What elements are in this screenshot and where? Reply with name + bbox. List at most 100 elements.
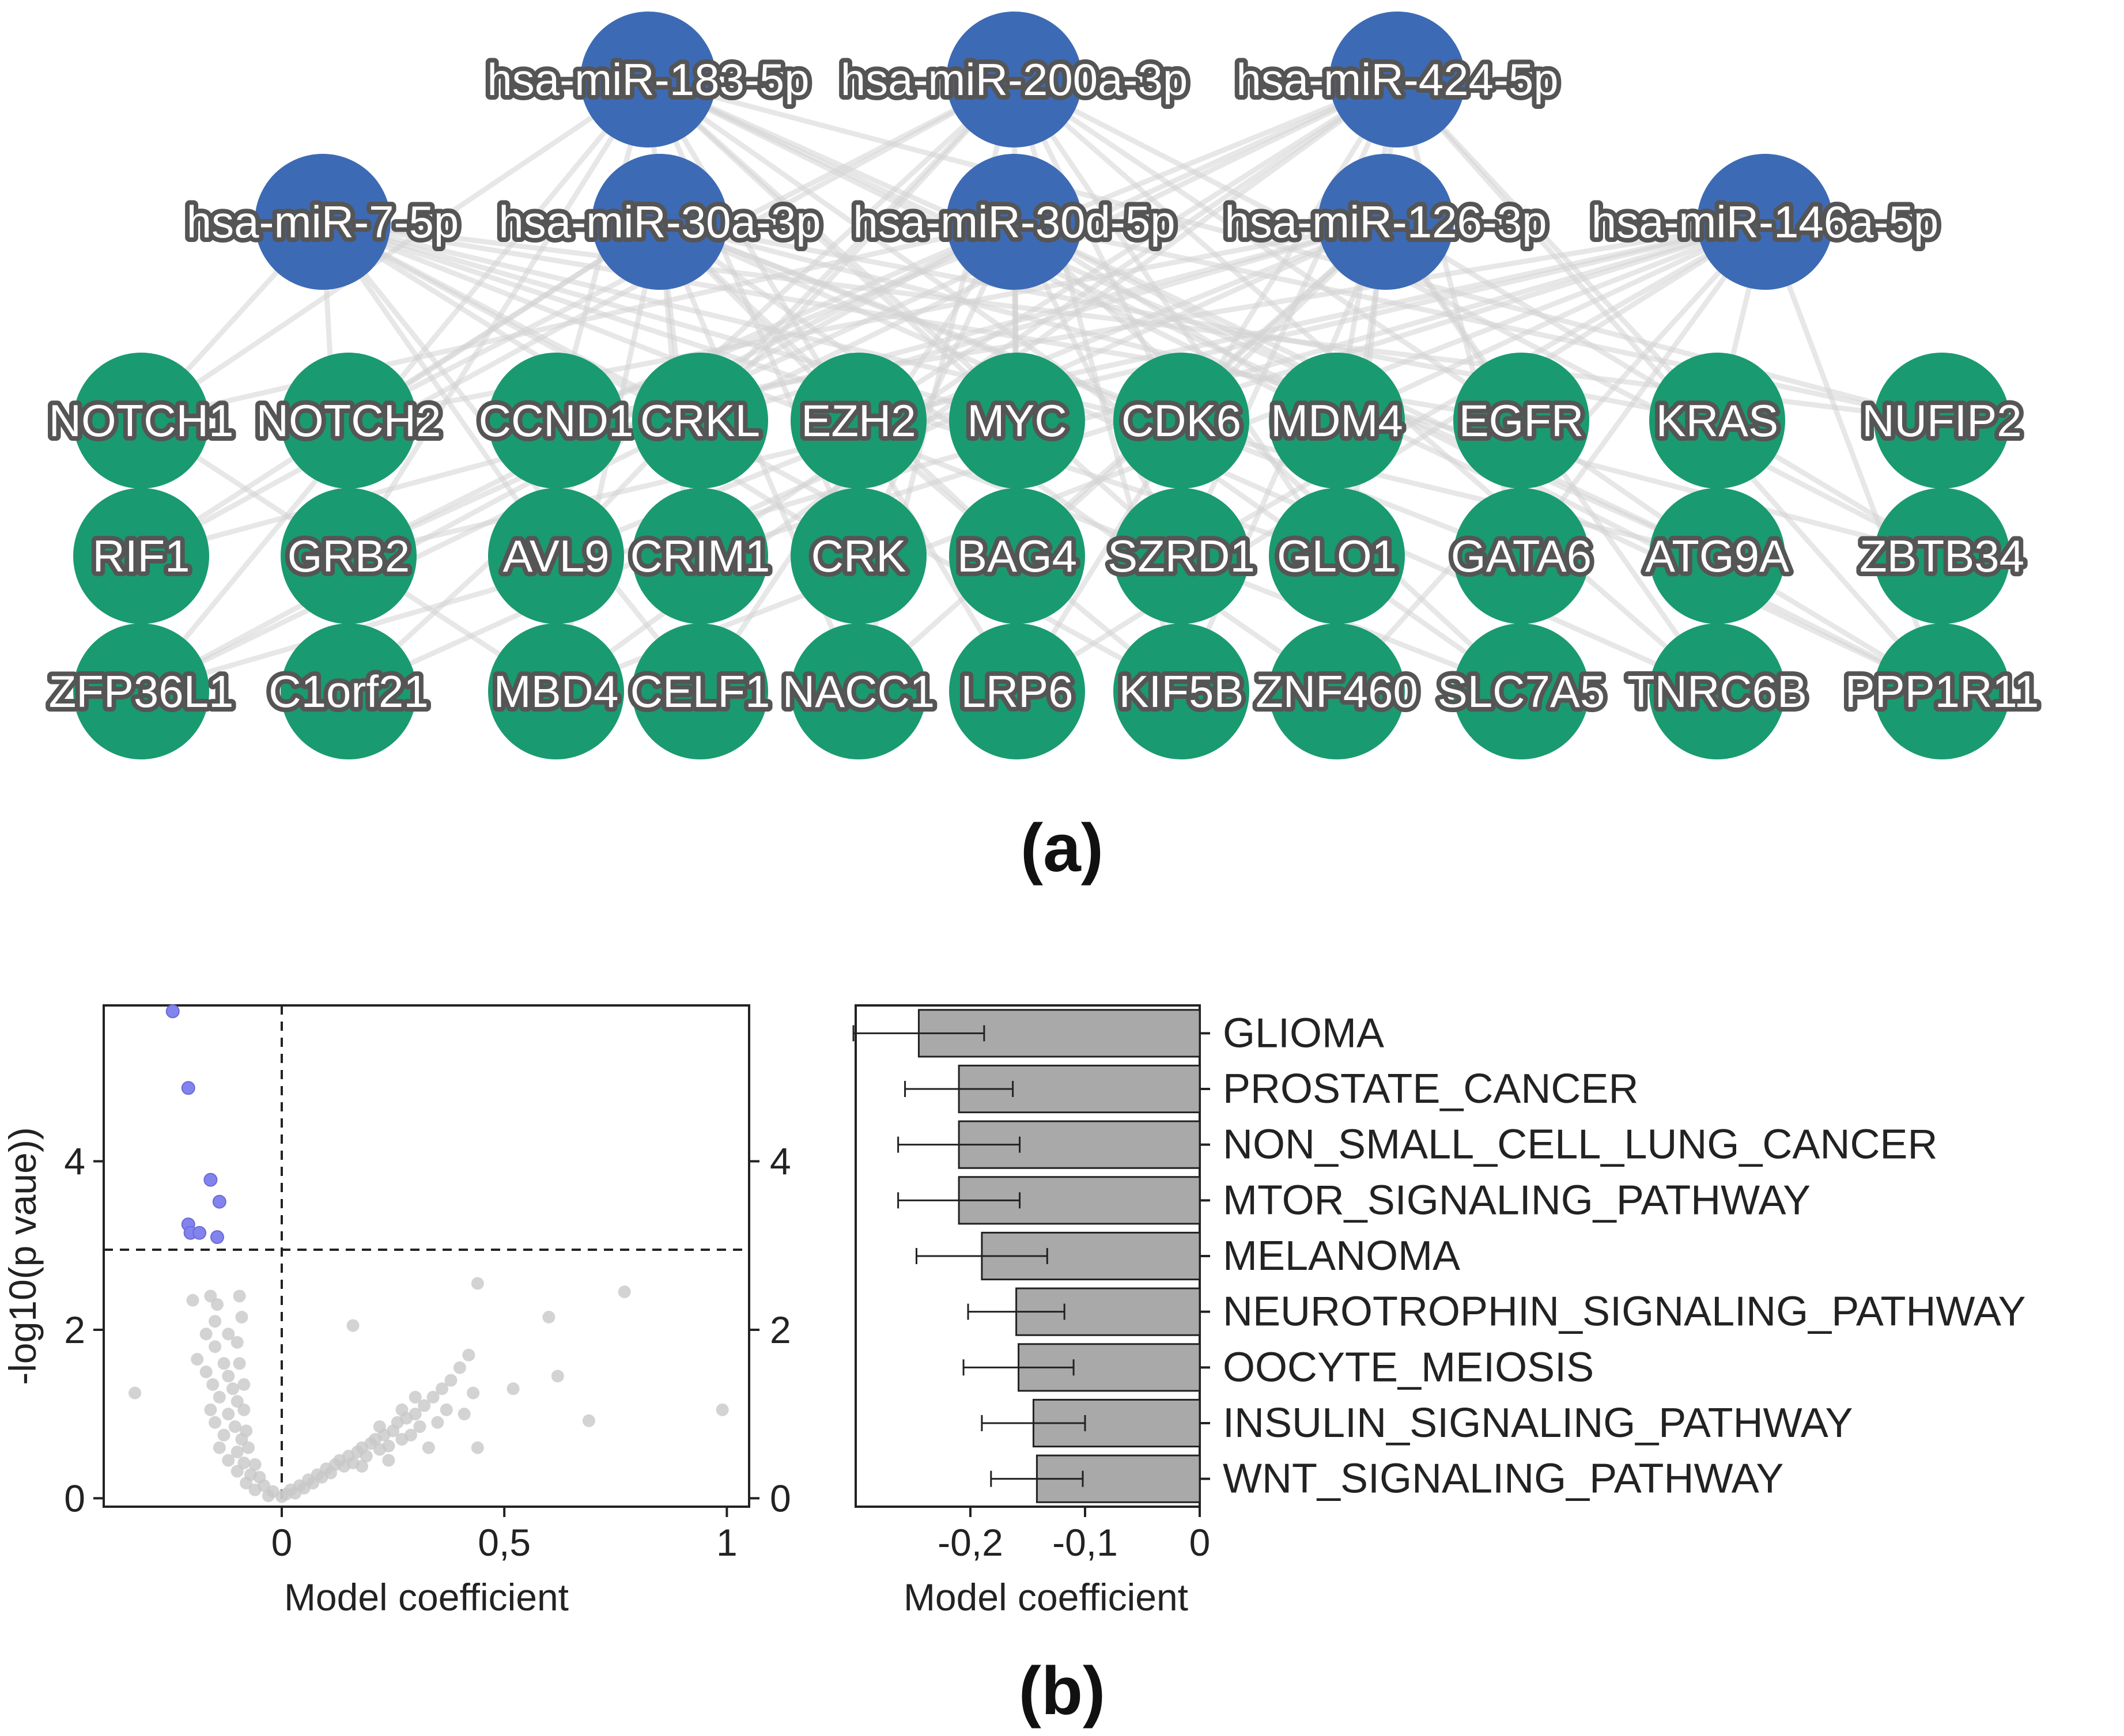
- nonsignificant-point: [356, 1459, 368, 1473]
- gene-node-label: ZFP36L1: [49, 666, 234, 717]
- network-edge: [1012, 77, 1523, 423]
- scatter-plot-frame: [103, 1004, 750, 1508]
- mirna-node: hsa-miR-30d-5p: [848, 154, 1180, 290]
- gene-node-label: SZRD1: [1108, 531, 1255, 581]
- scatter-right-y-tick-label: 2: [770, 1308, 791, 1351]
- nonsignificant-point: [346, 1319, 360, 1332]
- nonsignificant-point: [716, 1403, 729, 1416]
- nonsignificant-point: [230, 1465, 244, 1478]
- mirna-node-label: hsa-miR-424-5p: [1236, 54, 1558, 105]
- nonsignificant-point: [382, 1454, 395, 1467]
- scatter-x-axis-label: Model coefficient: [284, 1576, 569, 1618]
- gene-node: CELF1: [626, 623, 774, 759]
- nonsignificant-point: [413, 1420, 426, 1434]
- gene-node-circle: [1649, 623, 1785, 759]
- gene-node-circle: [1113, 488, 1249, 624]
- gene-node-circle: [1453, 353, 1589, 489]
- nonsignificant-point: [242, 1441, 255, 1454]
- network-edge: [140, 219, 1766, 694]
- bar-x-axis-label: Model coefficient: [904, 1576, 1188, 1618]
- bar-x-tick-label: -0,1: [1052, 1521, 1118, 1564]
- network-edge: [141, 219, 1015, 423]
- nonsignificant-point: [204, 1403, 217, 1416]
- gene-node-circle: [1874, 488, 2010, 624]
- mirna-node-label: hsa-miR-200a-3p: [841, 54, 1188, 105]
- gene-node-circle: [1269, 488, 1405, 624]
- gene-node-label: AVL9: [502, 531, 609, 581]
- nonsignificant-point: [440, 1403, 453, 1416]
- bars: [852, 1009, 1201, 1503]
- gene-node-label: C1orf21: [269, 666, 429, 717]
- panel-label-a: (a): [1021, 810, 1103, 886]
- significant-point: [165, 1004, 180, 1019]
- gene-node: TNRC6B: [1623, 623, 1812, 759]
- mirna-node-label: hsa-miR-30a-3p: [498, 196, 821, 247]
- gene-node-label: PPP1R11: [1845, 666, 2039, 717]
- gene-node-circle: [488, 488, 624, 624]
- nonsignificant-point: [209, 1340, 222, 1353]
- nonsignificant-point: [409, 1390, 422, 1404]
- nonsignificant-point: [582, 1414, 595, 1427]
- bar-chart-axes: GLIOMA PROSTATE_CANCER NON_SMALL_CELL_LUNG…: [938, 1010, 2025, 1564]
- bar-category-label: OOCYTE_MEIOSIS: [1223, 1344, 1594, 1390]
- gene-node: ATG9A: [1641, 488, 1794, 624]
- nonsignificant-point: [230, 1445, 244, 1458]
- gene-node-circle: [632, 353, 768, 489]
- gene-node: SLC7A5: [1433, 623, 1609, 759]
- scatter-y-tick-label: 0: [64, 1477, 85, 1519]
- nonsignificant-point: [217, 1428, 230, 1442]
- gene-node-label: SLC7A5: [1438, 666, 1605, 717]
- gene-node: AVL9: [488, 488, 624, 624]
- gene-node-circle: [1453, 623, 1589, 759]
- nonsignificant-point: [426, 1390, 440, 1404]
- gene-node-label: BAG4: [957, 531, 1077, 581]
- gene-node: C1orf21: [264, 623, 433, 759]
- gene-node: PPP1R11: [1840, 623, 2043, 759]
- gene-node-label: GRB2: [288, 531, 410, 581]
- gene-node-label: TNRC6B: [1627, 666, 1807, 717]
- mirna-node-label: hsa-miR-183-5p: [487, 54, 809, 105]
- bar-x-tick-label: 0: [1189, 1521, 1211, 1564]
- gene-node-circle: [949, 623, 1085, 759]
- gene-node: CRK: [791, 488, 927, 624]
- nonsignificant-point: [467, 1386, 480, 1400]
- gene-node-label: GATA6: [1451, 531, 1592, 581]
- gene-node: NOTCH1: [44, 353, 238, 489]
- nonsignificant-point: [233, 1289, 246, 1303]
- gene-node-label: MBD4: [494, 666, 619, 717]
- nonsignificant-point: [199, 1327, 213, 1341]
- gene-node: ZFP36L1: [44, 623, 238, 759]
- mirna-node: hsa-miR-200a-3p: [836, 12, 1192, 147]
- gene-node: EZH2: [791, 353, 927, 489]
- significant-point: [192, 1226, 207, 1240]
- significant-point: [203, 1173, 218, 1187]
- gene-node: GLO1: [1269, 488, 1405, 624]
- gene-node-label: RIF1: [92, 531, 190, 581]
- mirna-node-circle: [580, 12, 716, 147]
- gene-node: EGFR: [1453, 353, 1589, 489]
- gene-node: CDK6: [1113, 353, 1249, 489]
- gene-node-label: CELF1: [630, 666, 770, 717]
- nonsignificant-point: [228, 1420, 241, 1434]
- gene-node-circle: [1269, 623, 1405, 759]
- nonsignificant-point: [233, 1357, 246, 1370]
- nonsignificant-point: [222, 1408, 235, 1421]
- nonsignificant-point: [471, 1441, 484, 1454]
- nonsignificant-point: [226, 1382, 239, 1395]
- gene-node: BAG4: [949, 488, 1085, 624]
- nonsignificant-point: [431, 1416, 444, 1429]
- gene-node-circle: [1649, 353, 1785, 489]
- bar-category-label: GLIOMA: [1223, 1010, 1384, 1056]
- nonsignificant-point: [237, 1378, 251, 1391]
- network-edge: [1012, 77, 1944, 559]
- gene-node: CCND1: [474, 353, 638, 489]
- gene-node-label: MYC: [967, 395, 1067, 446]
- gene-node-label: CDK6: [1121, 395, 1241, 446]
- nonsignificant-point: [618, 1285, 631, 1299]
- bar-category-label: WNT_SIGNALING_PATHWAY: [1223, 1456, 1783, 1502]
- gene-node-label: NOTCH2: [256, 395, 441, 446]
- scatter-x-tick-label: 0,5: [478, 1521, 531, 1564]
- nonsignificant-point: [422, 1441, 435, 1454]
